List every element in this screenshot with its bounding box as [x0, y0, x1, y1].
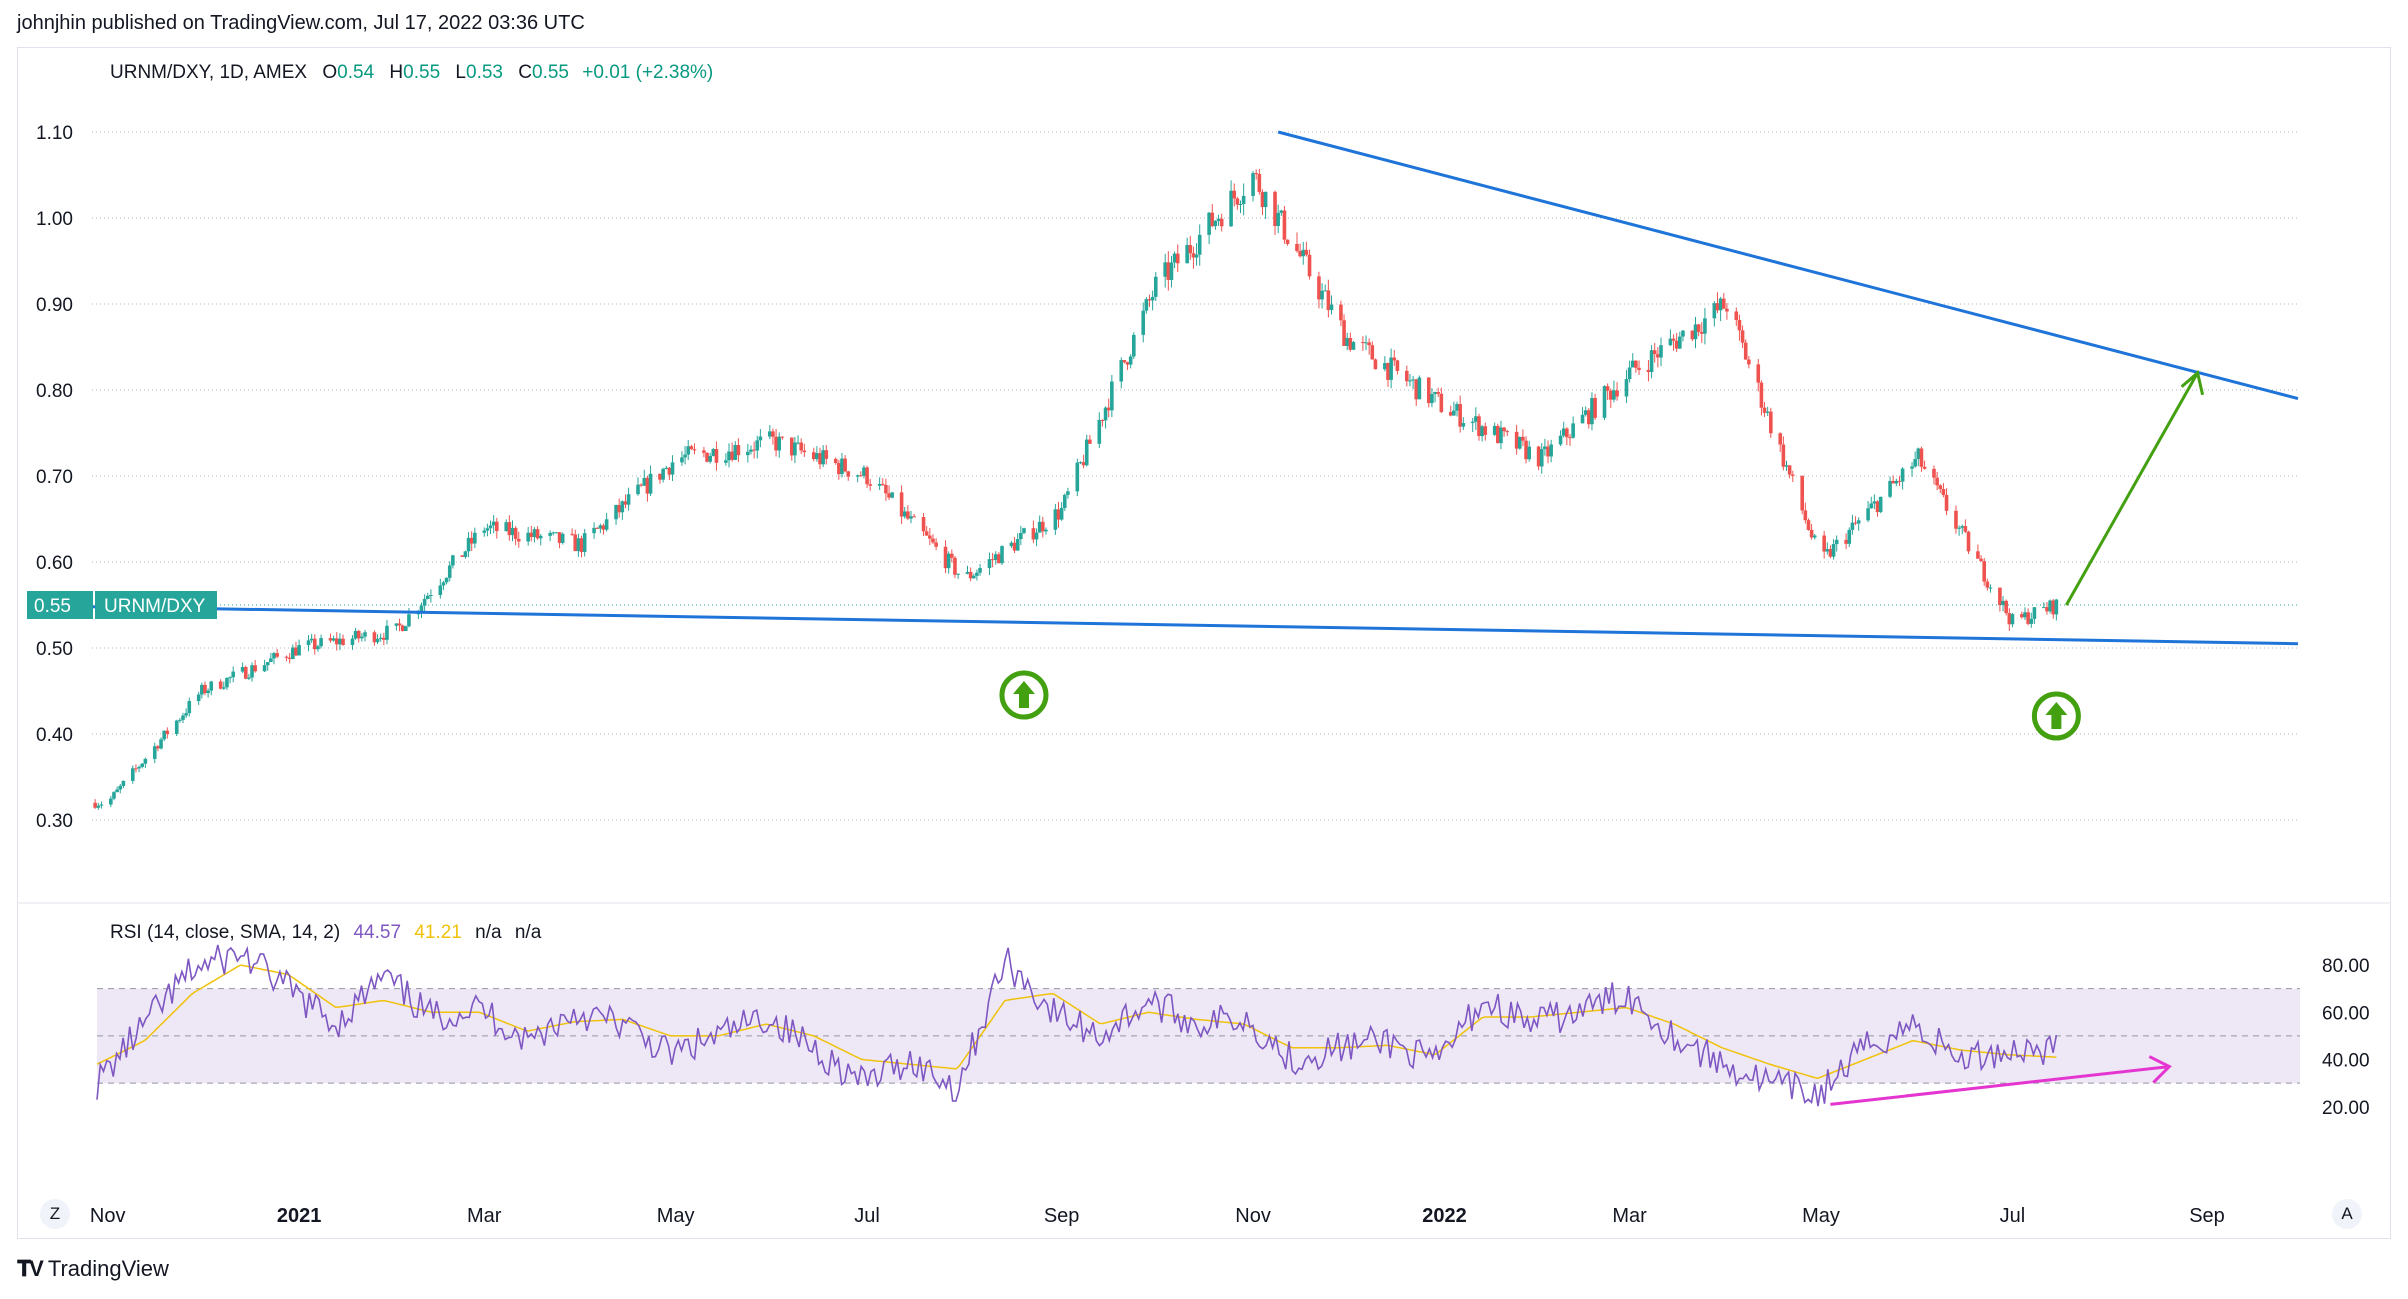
- rsi-value: 44.57: [353, 922, 402, 943]
- publish-credit: johnjhin published on TradingView.com, J…: [17, 12, 585, 34]
- legend-open-label: O: [322, 62, 338, 83]
- auto-scale-button[interactable]: A: [2332, 1199, 2362, 1229]
- legend-close-label: C: [518, 62, 532, 83]
- tradingview-logo-text: TradingView: [47, 1256, 169, 1281]
- zoom-reset-button[interactable]: Z: [40, 1199, 70, 1229]
- legend-high-label: H: [389, 62, 404, 83]
- legend-symbol: URNM/DXY, 1D, AMEX: [110, 62, 308, 83]
- rsi-legend: RSI (14, close, SMA, 14, 2) 44.57 41.21 …: [110, 922, 541, 944]
- tradingview-logo[interactable]: 𝐓V TradingView: [17, 1256, 169, 1282]
- main-legend: URNM/DXY, 1D, AMEX O0.54 H0.55 L0.53 C0.…: [110, 62, 713, 84]
- rsi-na-1: n/a: [475, 922, 502, 943]
- legend-close-value: 0.55: [532, 62, 569, 83]
- tradingview-logo-icon: 𝐓V: [17, 1256, 44, 1281]
- rsi-na-2: n/a: [514, 922, 542, 943]
- legend-high-value: 0.55: [403, 62, 441, 83]
- legend-change: +0.01 (+2.38%): [582, 62, 714, 83]
- chart-frame: [17, 47, 2391, 1239]
- legend-open-value: 0.54: [337, 62, 375, 83]
- legend-low-label: L: [455, 62, 466, 83]
- legend-low-value: 0.53: [466, 62, 503, 83]
- rsi-sma-value: 41.21: [414, 922, 462, 943]
- rsi-legend-label: RSI (14, close, SMA, 14, 2): [110, 922, 341, 943]
